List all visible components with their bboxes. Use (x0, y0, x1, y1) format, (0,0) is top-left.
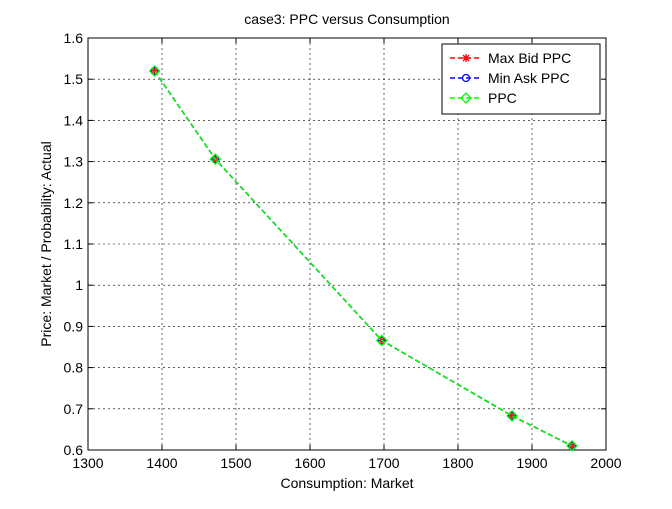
x-tick-label: 1500 (220, 455, 251, 471)
marker (211, 154, 220, 164)
chart-title: case3: PPC versus Consumption (244, 11, 449, 27)
marker (508, 411, 517, 420)
series-line (153, 70, 573, 447)
x-tick-label: 2000 (590, 455, 621, 471)
y-axis-label: Price: Market / Probability: Actual (38, 141, 54, 346)
y-tick-label: 1.5 (64, 71, 84, 87)
legend-label: Max Bid PPC (488, 50, 571, 66)
marker (506, 409, 518, 422)
legend-label: Min Ask PPC (488, 70, 570, 86)
x-tick-label: 1700 (368, 455, 399, 471)
y-tick-label: 0.7 (64, 401, 84, 417)
x-tick-label: 1800 (442, 455, 473, 471)
x-tick-label: 1400 (146, 455, 177, 471)
legend-marker (461, 73, 471, 83)
y-tick-label: 1.2 (64, 195, 84, 211)
marker (377, 336, 386, 345)
y-tick-label: 0.6 (64, 442, 84, 458)
marker (566, 439, 578, 452)
x-tick-label: 1900 (516, 455, 547, 471)
y-tick-label: 1.1 (64, 236, 84, 252)
y-tick-label: 0.9 (64, 318, 84, 334)
y-tick-label: 1 (75, 277, 83, 293)
marker (507, 411, 517, 420)
x-axis-label: Consumption: Market (280, 475, 413, 491)
legend: Max Bid PPC Min Ask PPC PPC (441, 43, 601, 115)
marker (209, 153, 222, 166)
y-tick-label: 0.8 (64, 360, 84, 376)
y-tick-label: 1.4 (64, 112, 84, 128)
y-tick-label: 1.6 (64, 30, 84, 46)
x-tick-label: 1600 (294, 455, 325, 471)
y-tick-label: 1.3 (64, 154, 84, 170)
x-tick-label: 1300 (72, 455, 103, 471)
legend-marker (460, 92, 472, 104)
marker (150, 66, 159, 76)
legend-label: PPC (488, 90, 517, 106)
legend-marker (462, 54, 470, 62)
marker (567, 441, 577, 451)
marker (375, 334, 388, 347)
marker (148, 65, 161, 77)
axes-box (87, 37, 607, 451)
